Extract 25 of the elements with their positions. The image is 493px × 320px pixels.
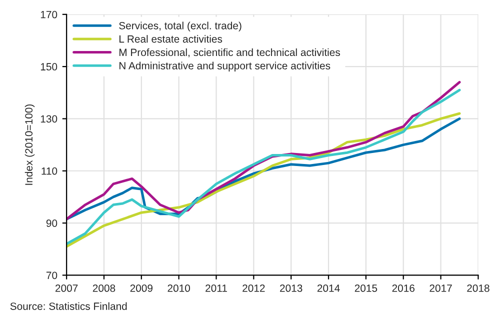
source-note: Source: Statistics Finland [10,302,127,310]
x-tick-label: 2007 [55,284,78,292]
x-tick-label: 2017 [430,284,452,292]
legend-label: M Professional, scientific and technical activities [119,48,340,58]
x-tick-label: 2018 [467,284,490,292]
y-tick-label: 70 [46,272,58,280]
x-tick-label: 2014 [317,284,340,292]
line-series [66,88,461,246]
legend-label: Services, total (excl. trade) [119,22,242,32]
x-tick-label: 2010 [168,284,190,292]
x-tick-label: 2016 [392,284,414,292]
x-tick-label: 2009 [130,284,152,292]
x-tick-label: 2008 [92,284,116,292]
y-tick-label: 90 [46,220,58,227]
y-tick-label: 170 [40,10,58,18]
x-tick-label: 2011 [206,284,227,292]
y-tick-label: 130 [40,115,58,123]
legend-label: L Real estate activities [119,35,222,43]
legend-label: N Administrative and support service activities [119,62,330,72]
x-tick-label: 2012 [242,284,265,292]
x-tick-label: 2013 [280,284,302,292]
y-tick-label: 150 [40,63,58,70]
y-axis-title: Index (2010=100) [24,104,35,185]
y-tick-label: 110 [42,167,58,175]
x-tick-label: 2015 [354,284,378,292]
